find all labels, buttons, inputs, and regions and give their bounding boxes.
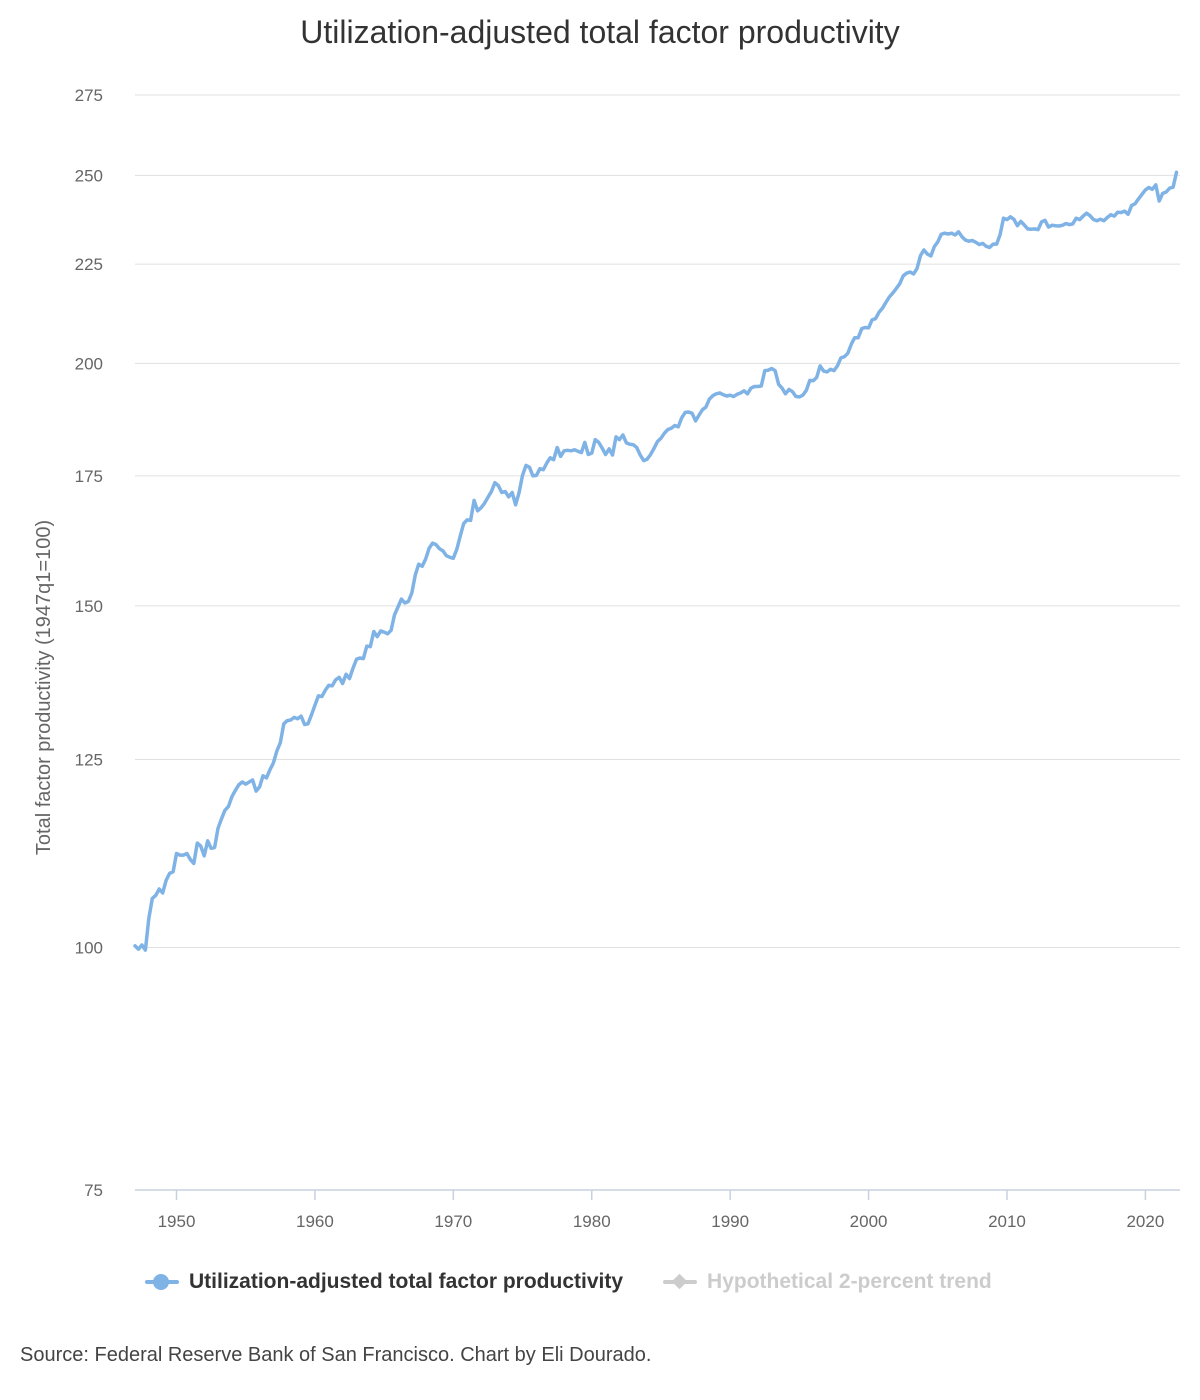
x-tick-label: 2010 bbox=[988, 1212, 1026, 1231]
series-layer bbox=[133, 170, 1179, 952]
y-tick-label: 125 bbox=[75, 750, 103, 769]
x-tick-label: 2000 bbox=[850, 1212, 888, 1231]
y-axis-ticks: 75 100 125 150 175 200 225 250 275 bbox=[75, 86, 103, 1200]
legend-item-2-percent-trend[interactable]: Hypothetical 2-percent trend bbox=[663, 1270, 992, 1294]
legend: Utilization-adjusted total factor produc… bbox=[145, 1270, 992, 1294]
y-tick-label: 150 bbox=[75, 597, 103, 616]
legend-item-utilization-adjusted-tfp[interactable]: Utilization-adjusted total factor produc… bbox=[145, 1270, 623, 1294]
y-axis-title: Total factor productivity (1947q1=100) bbox=[33, 520, 55, 855]
x-tick-label: 2020 bbox=[1126, 1212, 1164, 1231]
series-line-0[interactable] bbox=[133, 170, 1179, 952]
circle-line-icon bbox=[145, 1274, 179, 1290]
y-tick-label: 275 bbox=[75, 86, 103, 105]
y-tick-label: 100 bbox=[75, 939, 103, 958]
x-tick-label: 1980 bbox=[573, 1212, 611, 1231]
y-tick-label: 175 bbox=[75, 467, 103, 486]
y-tick-label: 200 bbox=[75, 354, 103, 373]
y-tick-label: 250 bbox=[75, 166, 103, 185]
x-axis-ticks: 1950 1960 1970 1980 1990 2000 2010 2020 bbox=[158, 1190, 1164, 1231]
y-tick-label: 75 bbox=[84, 1181, 103, 1200]
x-tick-label: 1970 bbox=[434, 1212, 472, 1231]
legend-label: Hypothetical 2-percent trend bbox=[707, 1270, 992, 1293]
y-tick-label: 225 bbox=[75, 255, 103, 274]
legend-label: Utilization-adjusted total factor produc… bbox=[189, 1270, 624, 1293]
x-tick-label: 1960 bbox=[296, 1212, 334, 1231]
x-tick-label: 1950 bbox=[158, 1212, 196, 1231]
source-note: Source: Federal Reserve Bank of San Fran… bbox=[20, 1344, 652, 1366]
y-gridlines bbox=[135, 94, 1180, 949]
chart-title: Utilization-adjusted total factor produc… bbox=[300, 14, 900, 50]
x-tick-label: 1990 bbox=[711, 1212, 749, 1231]
diamond-line-icon bbox=[663, 1273, 698, 1290]
